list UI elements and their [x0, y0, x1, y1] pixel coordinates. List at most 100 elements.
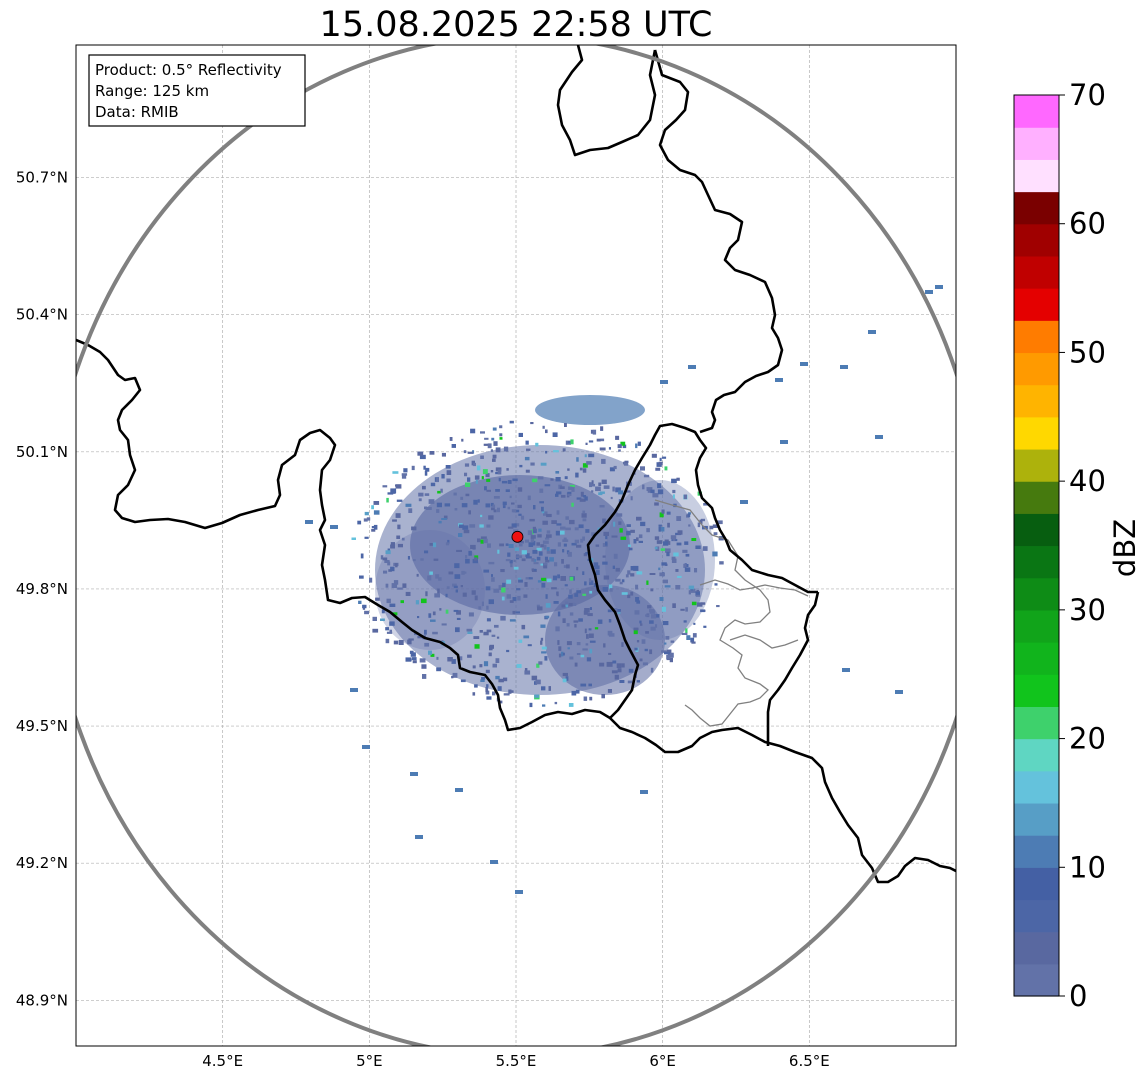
echo-pixel	[658, 526, 661, 532]
echo-pixel	[599, 491, 605, 494]
echo-pixel	[569, 656, 574, 660]
echo-pixel	[658, 567, 661, 571]
echo-pixel	[664, 466, 668, 471]
echo-pixel	[503, 446, 509, 452]
echo-pixel	[499, 433, 503, 437]
echo-pixel	[585, 552, 589, 555]
admin-borders	[654, 499, 809, 727]
colorbar-bin	[1014, 770, 1059, 804]
echo-pixel	[521, 550, 527, 555]
echo-pixel	[478, 606, 481, 610]
echo-pixel	[559, 530, 565, 535]
echo-pixel	[636, 537, 639, 541]
echo-pixel	[528, 577, 533, 580]
echo-pixel	[589, 483, 595, 487]
echo-pixel	[483, 569, 490, 573]
echo-pixel	[382, 557, 388, 561]
colorbar-bin	[1014, 288, 1059, 321]
echo-pixel	[492, 691, 496, 696]
echo-pixel	[582, 468, 587, 473]
echo-pixel	[546, 513, 552, 518]
echo-pixel	[658, 461, 663, 466]
echo-pixel	[330, 525, 338, 529]
echo-pixel	[650, 667, 654, 673]
echo-pixel	[507, 506, 511, 510]
echo-pixel	[588, 440, 594, 443]
echo-pixel	[595, 570, 600, 575]
echo-pixel	[467, 631, 473, 634]
admin-border-line	[654, 499, 771, 727]
echo-pixel	[417, 635, 423, 639]
echo-pixel	[380, 555, 384, 560]
echo-pixel	[589, 633, 594, 638]
echo-pixel	[357, 520, 362, 525]
echo-pixel	[497, 469, 502, 475]
echo-pixel	[516, 555, 523, 559]
echo-pixel	[842, 668, 850, 672]
colorbar-bin	[1014, 802, 1059, 836]
radar-site-marker[interactable]	[511, 530, 524, 543]
echo-pixel	[491, 437, 495, 441]
map-title: 15.08.2025 22:58 UTC	[319, 5, 713, 45]
echo-pixel	[582, 510, 586, 514]
echo-pixel	[536, 604, 540, 608]
echo-pixel	[511, 502, 515, 505]
echo-pixel	[423, 465, 426, 470]
echo-pixel	[615, 567, 620, 572]
colorbar-tick-label: 60	[1069, 207, 1106, 241]
echo-pixel	[593, 562, 599, 567]
echo-pixel	[712, 524, 719, 528]
echo-pixel	[535, 442, 539, 447]
echo-pixel	[408, 658, 412, 661]
echo-pixel	[572, 603, 577, 606]
echo-pixel	[677, 575, 682, 578]
echo-pixel	[511, 523, 517, 528]
echo-pixel	[371, 528, 376, 532]
echo-pixel	[436, 477, 439, 483]
echo-pixel	[426, 506, 432, 510]
echo-pixel	[470, 544, 476, 549]
colorbar-bin	[1014, 481, 1059, 514]
echo-pixel	[435, 574, 440, 579]
echo-pixel	[551, 520, 557, 524]
echo-pixel	[446, 586, 450, 589]
echo-pixel	[588, 683, 592, 687]
echo-pixel	[493, 509, 497, 513]
echo-pixel	[386, 598, 391, 604]
echo-pixel	[589, 640, 596, 643]
echo-pixel	[400, 600, 404, 604]
echo-pixel	[481, 476, 484, 480]
echo-pixel	[692, 633, 697, 638]
echo-pixel	[451, 444, 456, 448]
echo-pixel	[364, 511, 369, 516]
echo-pixel	[615, 487, 621, 493]
echo-pixel	[612, 660, 617, 664]
echo-pixel	[537, 580, 542, 583]
echo-pixel	[543, 562, 548, 566]
echo-pixel	[612, 565, 615, 569]
echo-pixel	[486, 618, 491, 622]
echo-pixel	[565, 676, 569, 681]
echo-pixel	[575, 472, 579, 478]
echo-pixel	[481, 677, 486, 680]
colorbar-bin	[1014, 609, 1059, 643]
echo-pixel	[391, 583, 398, 588]
echo-pixel	[455, 788, 463, 792]
echo-pixel	[479, 524, 484, 528]
echo-pixel	[454, 563, 460, 569]
lat-tick-label: 50.4°N	[16, 306, 68, 324]
echo-pixel	[483, 443, 489, 446]
echo-pixel	[620, 536, 627, 540]
echo-pixel	[627, 680, 633, 684]
echo-pixel	[472, 692, 476, 696]
echo-pixel	[494, 624, 499, 628]
echo-pixel	[609, 467, 615, 472]
echo-pixel	[675, 569, 679, 572]
echo-pixel	[661, 606, 666, 612]
echo-pixel	[583, 696, 588, 701]
echo-pixel	[691, 601, 697, 606]
info-range: Range: 125 km	[95, 82, 209, 100]
echo-pixel	[935, 285, 943, 289]
echo-pixel	[591, 490, 594, 493]
echo-pixel	[654, 546, 658, 550]
